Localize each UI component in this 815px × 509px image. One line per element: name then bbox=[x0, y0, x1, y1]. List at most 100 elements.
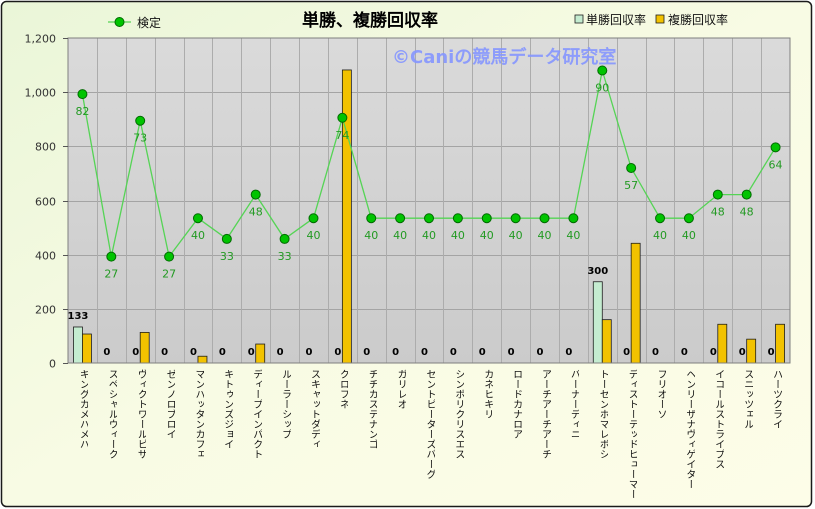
bar-tansho bbox=[592, 281, 603, 364]
x-category-label: ディープインパクト bbox=[250, 369, 262, 459]
marker-kentei bbox=[481, 213, 492, 224]
data-label-kentei: 40 bbox=[538, 229, 552, 242]
x-category-label: シンボリクリスエス bbox=[452, 369, 464, 459]
x-category-label: ゼンノロブロイ bbox=[164, 369, 176, 439]
marker-kentei bbox=[626, 163, 637, 173]
marker-kentei bbox=[741, 189, 752, 200]
marker-kentei bbox=[683, 213, 694, 224]
y-tick-label: 800 bbox=[35, 141, 56, 154]
data-label-tansho: 0 bbox=[537, 347, 544, 358]
data-label-kentei: 40 bbox=[191, 229, 205, 242]
data-label-tansho: 0 bbox=[132, 347, 139, 358]
data-label-tansho: 133 bbox=[68, 311, 89, 322]
marker-kentei bbox=[597, 65, 608, 76]
x-category-label: スペシャルウィーク bbox=[106, 369, 118, 459]
data-label-tansho: 0 bbox=[623, 347, 630, 358]
marker-kentei bbox=[770, 142, 781, 153]
data-label-kentei: 40 bbox=[682, 229, 696, 242]
data-label-tansho: 0 bbox=[450, 347, 457, 358]
bar-fukusho bbox=[197, 355, 208, 364]
data-label-kentei: 40 bbox=[653, 229, 667, 242]
data-label-kentei: 74 bbox=[335, 129, 349, 142]
marker-kentei bbox=[655, 213, 666, 224]
data-label-tansho: 0 bbox=[334, 347, 341, 358]
data-label-tansho: 0 bbox=[103, 347, 110, 358]
data-label-tansho: 0 bbox=[219, 347, 226, 358]
marker-kentei bbox=[510, 213, 521, 224]
data-label-kentei: 40 bbox=[306, 229, 320, 242]
x-category-label: トーセンホマレボシ bbox=[597, 369, 609, 459]
x-category-label: スニッツェル bbox=[741, 369, 753, 429]
legend-tansho-label: 単勝回収率 bbox=[586, 12, 646, 27]
x-category-label: フリオーソ bbox=[655, 369, 666, 419]
bar-fukusho bbox=[82, 333, 92, 364]
plot-area bbox=[68, 38, 790, 363]
marker-kentei bbox=[77, 89, 88, 100]
bar-tansho bbox=[73, 326, 83, 364]
data-label-tansho: 0 bbox=[681, 347, 688, 358]
data-label-tansho: 0 bbox=[739, 347, 746, 358]
y-tick-label: 0 bbox=[49, 358, 56, 371]
marker-kentei bbox=[337, 112, 348, 123]
data-label-kentei: 40 bbox=[566, 229, 580, 242]
marker-kentei bbox=[395, 213, 406, 224]
x-category-label: イコールストライプス bbox=[712, 369, 724, 469]
x-category-label: ルーラーシップ bbox=[279, 369, 291, 439]
y-tick-label: 600 bbox=[35, 196, 56, 209]
x-category-label: ヴィクトワールピサ bbox=[135, 369, 147, 459]
data-label-kentei: 64 bbox=[769, 158, 783, 171]
bar-fukusho bbox=[139, 331, 150, 364]
data-label-tansho: 0 bbox=[768, 347, 775, 358]
marker-kentei bbox=[568, 213, 579, 224]
bar-fukusho bbox=[601, 319, 612, 364]
legend-kentei-marker bbox=[114, 17, 125, 27]
bar-fukusho bbox=[630, 242, 641, 364]
marker-kentei bbox=[221, 233, 232, 244]
marker-kentei bbox=[712, 189, 723, 200]
marker-kentei bbox=[250, 189, 261, 200]
marker-kentei bbox=[424, 213, 434, 224]
x-category-label: セントピーターズバーグ bbox=[424, 369, 435, 479]
data-label-tansho: 0 bbox=[161, 347, 168, 358]
data-label-tansho: 0 bbox=[508, 347, 515, 358]
data-label-kentei: 33 bbox=[220, 250, 234, 263]
data-label-tansho: 0 bbox=[421, 347, 428, 358]
x-category-label: スキャットダディ bbox=[308, 369, 320, 449]
marker-kentei bbox=[135, 115, 146, 126]
data-label-kentei: 40 bbox=[422, 229, 436, 242]
data-label-tansho: 0 bbox=[565, 347, 572, 358]
legend-bars: 単勝回収率 複勝回収率 bbox=[574, 12, 728, 27]
x-category-label: チチカステナンゴ bbox=[366, 369, 378, 449]
data-label-kentei: 40 bbox=[480, 229, 494, 242]
data-label-kentei: 48 bbox=[249, 206, 263, 219]
watermark: ©Caniの競馬データ研究室 bbox=[392, 46, 616, 68]
y-tick-label: 1,000 bbox=[25, 87, 57, 100]
data-label-kentei: 40 bbox=[451, 229, 465, 242]
data-label-tansho: 0 bbox=[479, 347, 486, 358]
data-label-tansho: 0 bbox=[363, 347, 370, 358]
data-label-kentei: 48 bbox=[740, 206, 754, 219]
x-category-label: アーチアーチアーチ bbox=[539, 369, 551, 459]
data-label-kentei: 33 bbox=[278, 250, 292, 263]
marker-kentei bbox=[308, 213, 319, 224]
y-tick-label: 400 bbox=[35, 250, 56, 263]
data-label-kentei: 90 bbox=[595, 82, 609, 95]
data-label-tansho: 0 bbox=[392, 347, 399, 358]
marker-kentei bbox=[192, 213, 203, 224]
marker-kentei bbox=[164, 251, 175, 262]
marker-kentei bbox=[279, 233, 290, 244]
y-tick-label: 200 bbox=[35, 304, 56, 317]
data-label-tansho: 0 bbox=[652, 347, 659, 358]
data-label-kentei: 40 bbox=[509, 229, 523, 242]
x-category-label: カネヒキリ bbox=[481, 369, 493, 419]
marker-kentei bbox=[106, 251, 117, 262]
data-label-kentei: 40 bbox=[364, 229, 378, 242]
y-tick-label: 1,200 bbox=[25, 33, 57, 46]
data-label-tansho: 0 bbox=[710, 347, 717, 358]
marker-kentei bbox=[366, 213, 377, 224]
x-category-label: キングカメハメハ bbox=[77, 369, 89, 449]
data-label-kentei: 48 bbox=[711, 206, 725, 219]
line-series-layer bbox=[77, 65, 781, 262]
data-label-tansho: 0 bbox=[248, 347, 255, 358]
